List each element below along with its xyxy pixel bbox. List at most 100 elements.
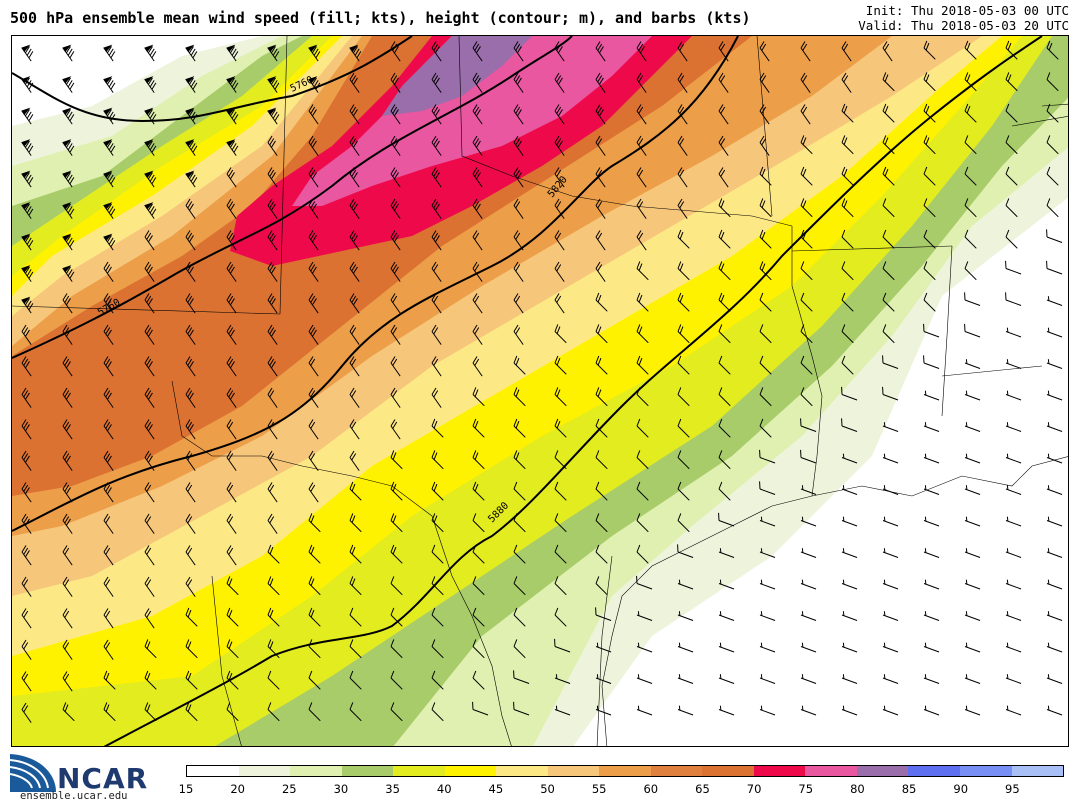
wind-barb	[21, 482, 32, 503]
wind-barb	[513, 576, 526, 596]
wind-barb	[759, 292, 772, 312]
wind-barb	[882, 642, 899, 653]
wind-barb	[718, 705, 735, 716]
wind-barb	[1005, 579, 1022, 590]
wind-barb	[103, 261, 114, 282]
wind-barb	[226, 450, 237, 471]
wind-barb	[308, 670, 321, 690]
wind-barb	[923, 198, 936, 218]
wind-barb	[636, 705, 653, 716]
wind-barb	[554, 135, 565, 156]
wind-barb	[636, 611, 653, 621]
wind-barb	[636, 104, 647, 125]
wind-barb	[759, 449, 776, 464]
wind-barb	[431, 72, 442, 93]
wind-barb	[267, 44, 280, 62]
wind-barb	[431, 513, 444, 533]
wind-barb	[513, 450, 526, 470]
colorbar-tick-label: 50	[540, 782, 555, 796]
colorbar-tick-label: 35	[385, 782, 400, 796]
wind-barb	[431, 198, 442, 219]
wind-barb	[841, 642, 858, 653]
colorbar-swatch	[702, 766, 754, 776]
wind-barb	[1046, 327, 1063, 338]
wind-barb	[1005, 40, 1018, 60]
wind-barb	[390, 293, 401, 314]
wind-barb	[1005, 516, 1022, 527]
wind-barb	[185, 170, 198, 188]
colorbar-tick-label: 65	[695, 782, 710, 796]
wind-barb	[62, 545, 73, 566]
wind-barb	[349, 135, 360, 156]
wind-barb	[431, 576, 444, 596]
wind-barb	[513, 607, 526, 627]
wind-barb	[923, 135, 936, 155]
wind-barb	[841, 72, 852, 93]
wind-barb	[841, 103, 854, 123]
wind-barb	[636, 513, 649, 533]
wind-barb	[144, 170, 157, 188]
wind-barb	[595, 167, 606, 188]
height-contours	[12, 36, 1043, 746]
wind-barb	[677, 324, 690, 344]
colorbar-swatch	[650, 766, 703, 776]
wind-barb	[185, 702, 198, 722]
wind-barb	[1046, 166, 1059, 186]
wind-barb	[923, 422, 940, 432]
wind-barb	[349, 670, 362, 690]
wind-barb	[841, 386, 858, 401]
wind-barb	[308, 76, 321, 93]
wind-barb	[226, 324, 237, 345]
colorbar-swatch	[856, 766, 909, 776]
wind-barb	[636, 135, 647, 156]
colorbar-tick-label: 45	[488, 782, 504, 796]
wind-barb	[882, 516, 899, 527]
wind-speed-map[interactable]: 5760 5760 5820 5880	[11, 35, 1069, 747]
colorbar-tick-label: 25	[281, 782, 297, 796]
wind-barb	[1046, 296, 1063, 306]
wind-barb	[267, 76, 280, 93]
wind-barb	[144, 356, 155, 377]
wind-barb	[1046, 516, 1063, 527]
wind-barb	[554, 576, 567, 596]
wind-barb	[21, 139, 34, 156]
wind-barb	[185, 639, 198, 659]
wind-barb	[554, 481, 567, 501]
wind-barb	[677, 355, 690, 375]
wind-barb	[103, 419, 114, 440]
wind-barb	[226, 670, 239, 690]
wind-barb	[554, 41, 565, 62]
wind-barb	[841, 166, 854, 186]
contour-5820	[12, 36, 739, 532]
wind-barb	[472, 72, 483, 93]
wind-barb	[554, 544, 567, 564]
wind-barb	[841, 705, 858, 716]
wind-barb	[636, 674, 653, 684]
colorbar-swatch	[393, 766, 445, 776]
wind-barb	[103, 670, 116, 690]
wind-barb	[800, 642, 817, 653]
wind-barb	[144, 639, 157, 659]
wind-barb	[226, 107, 239, 125]
wind-barb	[554, 261, 565, 282]
wind-barb	[841, 261, 854, 281]
colorbar-tick-label: 80	[850, 782, 865, 796]
wind-barb	[349, 356, 360, 377]
wind-barb	[513, 198, 524, 219]
wind-barb	[308, 135, 319, 156]
wind-barb	[103, 139, 116, 156]
wind-barb	[677, 450, 690, 470]
init-time: Init: Thu 2018-05-03 00 UTC	[865, 3, 1069, 18]
wind-barb	[1046, 198, 1059, 218]
wind-barb	[1046, 422, 1063, 432]
wind-barb	[226, 293, 237, 314]
wind-barb	[267, 324, 278, 345]
wind-barb	[595, 576, 608, 596]
wind-barb	[1046, 135, 1059, 155]
wind-barb	[472, 356, 483, 377]
wind-barb	[595, 674, 612, 684]
wind-barb	[841, 453, 858, 464]
wind-barb	[759, 166, 772, 186]
wind-barb	[1005, 166, 1018, 186]
wind-barb	[513, 355, 526, 375]
